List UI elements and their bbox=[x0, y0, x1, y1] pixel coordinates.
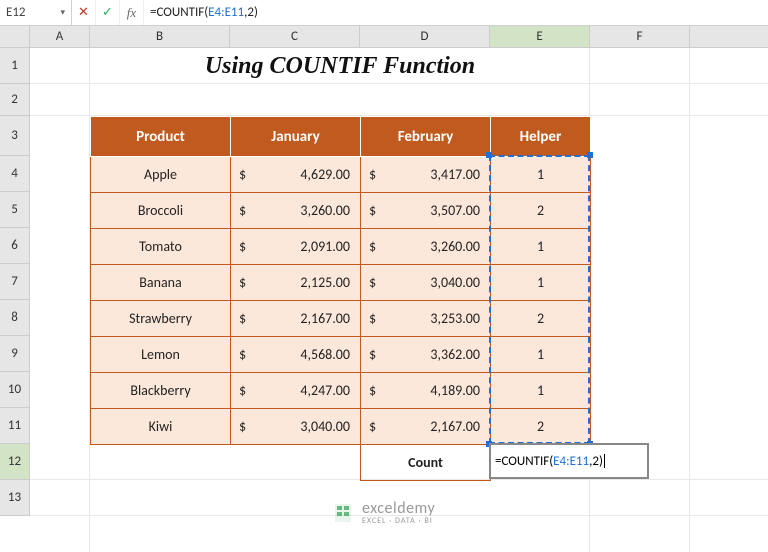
active-formula-ref: E4:E11 bbox=[553, 454, 589, 469]
cell-product[interactable]: Apple bbox=[91, 157, 231, 193]
cell-february[interactable]: $3,507.00 bbox=[361, 193, 491, 229]
cell-product[interactable]: Kiwi bbox=[91, 409, 231, 445]
th-february: February bbox=[361, 117, 491, 157]
grid-body: 1 2 3 4 5 6 7 8 9 10 11 12 13 Using COUN… bbox=[0, 48, 768, 516]
table-row: Lemon$4,568.00$3,362.001 bbox=[91, 337, 591, 373]
row-header-8[interactable]: 8 bbox=[0, 300, 30, 336]
watermark-tag: EXCEL · DATA · BI bbox=[362, 517, 435, 525]
cell-february[interactable]: $3,260.00 bbox=[361, 229, 491, 265]
cell-helper[interactable]: 1 bbox=[491, 229, 591, 265]
cell-january[interactable]: $4,568.00 bbox=[231, 337, 361, 373]
cell-january[interactable]: $2,091.00 bbox=[231, 229, 361, 265]
cell-january[interactable]: $2,167.00 bbox=[231, 301, 361, 337]
table-row: Strawberry$2,167.00$3,253.002 bbox=[91, 301, 591, 337]
th-january: January bbox=[231, 117, 361, 157]
cell-product[interactable]: Lemon bbox=[91, 337, 231, 373]
confirm-icon[interactable]: ✓ bbox=[96, 0, 120, 25]
cell-january[interactable]: $4,629.00 bbox=[231, 157, 361, 193]
col-header-f[interactable]: F bbox=[590, 26, 690, 47]
row-headers: 1 2 3 4 5 6 7 8 9 10 11 12 13 bbox=[0, 48, 30, 516]
cell-january[interactable]: $3,040.00 bbox=[231, 409, 361, 445]
col-header-b[interactable]: B bbox=[90, 26, 230, 47]
cell-helper[interactable]: 2 bbox=[491, 409, 591, 445]
col-header-d[interactable]: D bbox=[360, 26, 490, 47]
data-table: Product January February Helper Apple$4,… bbox=[90, 116, 591, 481]
row-header-6[interactable]: 6 bbox=[0, 228, 30, 264]
row-header-7[interactable]: 7 bbox=[0, 264, 30, 300]
cell-product[interactable]: Banana bbox=[91, 265, 231, 301]
name-box-dropdown-icon[interactable]: ▾ bbox=[60, 7, 65, 18]
watermark: exceldemy EXCEL · DATA · BI bbox=[330, 500, 435, 526]
table-row: Apple$4,629.00$3,417.001 bbox=[91, 157, 591, 193]
cell-helper[interactable]: 1 bbox=[491, 157, 591, 193]
range-handle-tl[interactable] bbox=[486, 152, 492, 158]
text-cursor bbox=[604, 454, 605, 468]
cell-helper[interactable]: 1 bbox=[491, 373, 591, 409]
cell-february[interactable]: $3,040.00 bbox=[361, 265, 491, 301]
cell-january[interactable]: $3,260.00 bbox=[231, 193, 361, 229]
cell-february[interactable]: $4,189.00 bbox=[361, 373, 491, 409]
table-row: Broccoli$3,260.00$3,507.002 bbox=[91, 193, 591, 229]
row-header-12[interactable]: 12 bbox=[0, 444, 30, 480]
row-header-13[interactable]: 13 bbox=[0, 480, 30, 516]
name-box[interactable]: E12 ▾ bbox=[0, 0, 72, 25]
cells-area[interactable]: Using COUNTIF Function Product January F… bbox=[30, 48, 768, 516]
row-header-10[interactable]: 10 bbox=[0, 372, 30, 408]
cell-january[interactable]: $2,125.00 bbox=[231, 265, 361, 301]
select-all-corner[interactable] bbox=[0, 26, 30, 47]
watermark-name: exceldemy bbox=[362, 501, 435, 517]
cancel-icon[interactable]: ✕ bbox=[72, 0, 96, 25]
row-header-11[interactable]: 11 bbox=[0, 408, 30, 444]
range-handle-tr[interactable] bbox=[587, 152, 593, 158]
column-headers: A B C D E F bbox=[0, 26, 768, 48]
name-box-value: E12 bbox=[6, 5, 26, 20]
active-cell[interactable]: =COUNTIF(E4:E11,2) bbox=[489, 443, 649, 479]
cell-helper[interactable]: 2 bbox=[491, 193, 591, 229]
cell-product[interactable]: Tomato bbox=[91, 229, 231, 265]
table-row: Banana$2,125.00$3,040.001 bbox=[91, 265, 591, 301]
table-row: Blackberry$4,247.00$4,189.001 bbox=[91, 373, 591, 409]
fx-icon[interactable]: fx bbox=[120, 0, 144, 25]
row-header-2[interactable]: 2 bbox=[0, 84, 30, 116]
row-header-4[interactable]: 4 bbox=[0, 156, 30, 192]
cell-product[interactable]: Broccoli bbox=[91, 193, 231, 229]
cell-february[interactable]: $3,362.00 bbox=[361, 337, 491, 373]
col-header-e[interactable]: E bbox=[490, 26, 590, 47]
formula-ref: E4:E11 bbox=[208, 5, 244, 20]
count-label: Count bbox=[361, 445, 491, 481]
cell-helper[interactable]: 2 bbox=[491, 301, 591, 337]
cell-product[interactable]: Blackberry bbox=[91, 373, 231, 409]
cell-february[interactable]: $3,417.00 bbox=[361, 157, 491, 193]
formula-prefix: =COUNTIF( bbox=[150, 5, 208, 20]
cell-february[interactable]: $3,253.00 bbox=[361, 301, 491, 337]
watermark-icon bbox=[330, 500, 356, 526]
cell-product[interactable]: Strawberry bbox=[91, 301, 231, 337]
th-product: Product bbox=[91, 117, 231, 157]
table-row: Tomato$2,091.00$3,260.001 bbox=[91, 229, 591, 265]
row-header-1[interactable]: 1 bbox=[0, 48, 30, 84]
col-header-a[interactable]: A bbox=[30, 26, 90, 47]
cell-helper[interactable]: 1 bbox=[491, 265, 591, 301]
formula-bar: E12 ▾ ✕ ✓ fx =COUNTIF(E4:E11,2) bbox=[0, 0, 768, 26]
formula-input[interactable]: =COUNTIF(E4:E11,2) bbox=[144, 5, 768, 20]
cell-helper[interactable]: 1 bbox=[491, 337, 591, 373]
cell-february[interactable]: $2,167.00 bbox=[361, 409, 491, 445]
table-row: Kiwi$3,040.00$2,167.002 bbox=[91, 409, 591, 445]
row-header-9[interactable]: 9 bbox=[0, 336, 30, 372]
th-helper: Helper bbox=[491, 117, 591, 157]
page-title: Using COUNTIF Function bbox=[90, 48, 590, 84]
col-header-c[interactable]: C bbox=[230, 26, 360, 47]
row-header-3[interactable]: 3 bbox=[0, 116, 30, 156]
cell-january[interactable]: $4,247.00 bbox=[231, 373, 361, 409]
row-header-5[interactable]: 5 bbox=[0, 192, 30, 228]
formula-suffix: ,2) bbox=[244, 5, 258, 20]
active-formula-prefix: =COUNTIF( bbox=[495, 454, 553, 469]
active-formula-suffix: ,2) bbox=[589, 454, 603, 469]
table-header-row: Product January February Helper bbox=[91, 117, 591, 157]
